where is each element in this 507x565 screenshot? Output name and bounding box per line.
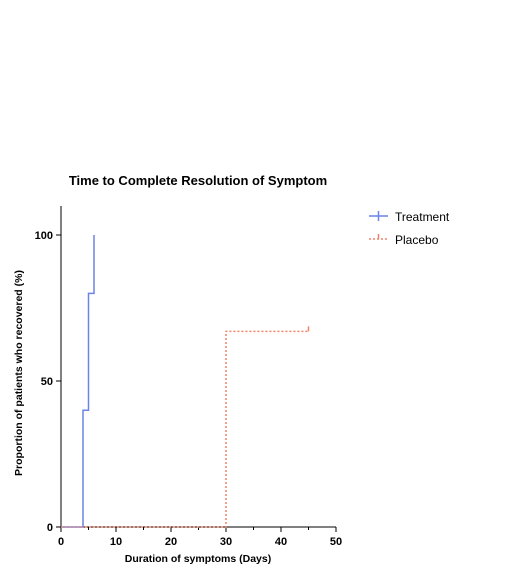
x-tick-label: 30 <box>220 536 232 548</box>
legend-item-placebo: Placebo <box>369 233 439 247</box>
y-tick-label: 100 <box>35 230 53 242</box>
y-tick-label: 50 <box>41 376 53 388</box>
axes <box>60 206 336 528</box>
legend-label-treatment: Treatment <box>395 210 450 224</box>
x-axis-label: Duration of symptoms (Days) <box>125 553 271 565</box>
x-tick-label: 50 <box>330 536 342 548</box>
y-ticks: 0 50 100 <box>35 230 61 534</box>
x-tick-label: 40 <box>275 536 287 548</box>
y-axis-label: Proportion of patients who recovered (%) <box>13 270 25 476</box>
x-tick-label: 20 <box>165 536 177 548</box>
chart-title: Time to Complete Resolution of Symptom <box>69 173 327 188</box>
legend: Treatment Placebo <box>369 210 450 247</box>
series-line-placebo <box>61 330 309 528</box>
y-tick-label: 0 <box>47 522 53 534</box>
series-group <box>61 235 310 528</box>
legend-item-treatment: Treatment <box>369 210 450 224</box>
series-line-treatment <box>61 235 95 528</box>
x-tick-label: 10 <box>110 536 122 548</box>
x-tick-label: 0 <box>58 536 64 548</box>
x-ticks: 0 10 20 30 40 50 <box>58 527 342 548</box>
legend-label-placebo: Placebo <box>395 233 439 247</box>
